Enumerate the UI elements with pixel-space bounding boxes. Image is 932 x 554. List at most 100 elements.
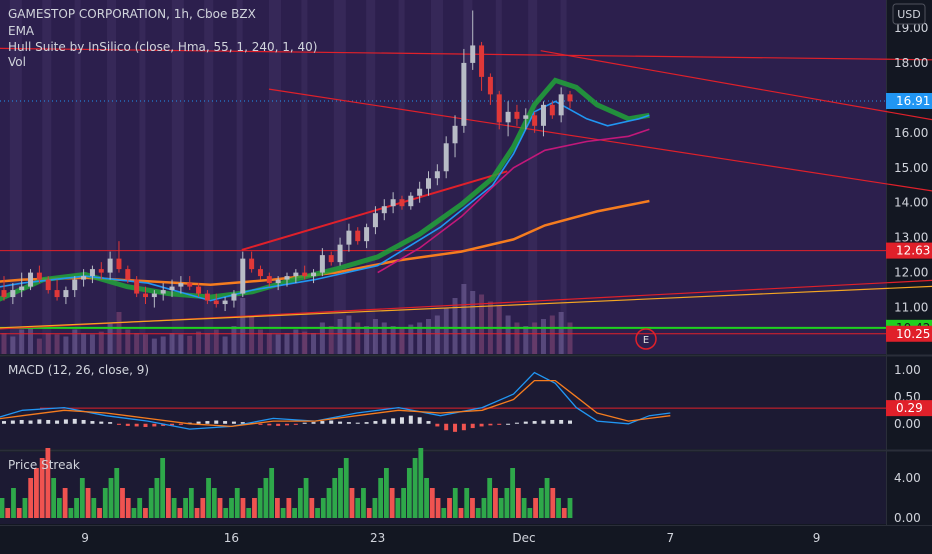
volume-bar <box>505 315 511 354</box>
macd-histogram-bar <box>399 417 404 424</box>
ema-legend[interactable]: EMA <box>8 24 35 38</box>
volume-bar <box>54 334 60 354</box>
candle-body <box>81 276 87 280</box>
streak-bar <box>504 488 510 518</box>
macd-histogram-bar <box>161 423 166 426</box>
macd-histogram-bar <box>453 423 458 432</box>
candle-body <box>514 111 520 119</box>
volume-bar <box>266 333 272 354</box>
streak-bar <box>297 488 303 518</box>
price-tick-label: 11.00 <box>894 301 928 315</box>
macd-plot <box>0 371 886 432</box>
macd-histogram-bar <box>240 422 245 424</box>
volume-bar <box>89 334 95 354</box>
candle-body <box>1 290 7 298</box>
streak-bar <box>0 498 5 518</box>
volume-bar <box>204 333 210 354</box>
streak-bar <box>315 508 320 518</box>
volume-legend[interactable]: Vol <box>8 55 26 69</box>
macd-histogram-bar <box>532 421 537 424</box>
currency-button[interactable]: USD <box>892 3 926 25</box>
streak-bar <box>183 498 188 518</box>
candle-body <box>496 94 502 123</box>
trend-channel-bottom-line[interactable] <box>268 88 932 194</box>
candle-body <box>523 115 529 119</box>
volume-bar <box>540 319 546 354</box>
candle-body <box>72 279 78 291</box>
candle-body <box>337 244 343 263</box>
time-axis[interactable]: 91623Dec7914 <box>81 531 932 545</box>
price-axes[interactable]: 11.0012.0013.0014.0015.0016.0017.0018.00… <box>886 21 932 525</box>
price-level-badge[interactable] <box>886 325 932 342</box>
symbol-title[interactable]: GAMESTOP CORPORATION, 1h, Cboe BZX <box>8 7 256 21</box>
candle-body <box>178 283 184 287</box>
macd-level-badge[interactable] <box>886 400 932 417</box>
trend-channel-top-line[interactable] <box>540 50 932 140</box>
macd-histogram-bar <box>55 420 60 424</box>
support-mid-line[interactable] <box>0 281 932 332</box>
macd-histogram-bar <box>311 422 316 424</box>
price-level-badge[interactable] <box>886 242 932 259</box>
streak-bar <box>257 488 263 518</box>
streak-bar <box>39 458 45 518</box>
macd-histogram-bar <box>346 422 351 424</box>
streak-bar <box>441 508 447 518</box>
streak-bar <box>11 488 16 518</box>
candle-body <box>63 290 69 298</box>
macd-histogram-bar <box>506 423 511 425</box>
streak-tick-label: 0.00 <box>894 511 921 525</box>
streak-bar <box>326 488 332 518</box>
streak-bar <box>274 498 280 518</box>
macd-panel[interactable] <box>0 357 886 449</box>
trend-upper-line[interactable] <box>0 47 932 61</box>
volume-bar <box>222 336 228 354</box>
session-band <box>204 0 214 354</box>
volume-bar <box>284 333 290 354</box>
volume-bar <box>36 338 42 354</box>
streak-bar <box>97 508 102 518</box>
streak-bar <box>45 448 51 518</box>
streak-bar <box>91 498 97 518</box>
volume-bar <box>125 329 131 354</box>
price-level-badge-label: 10.25 <box>896 327 930 341</box>
earnings-marker[interactable]: E <box>635 328 657 350</box>
trend-rising-line[interactable] <box>241 170 508 251</box>
volume-bar <box>19 329 25 354</box>
macd-histogram-bar <box>125 423 130 426</box>
streak-bar <box>188 488 194 518</box>
volume-bar <box>196 331 202 354</box>
price-tick-label: 12.00 <box>894 266 928 280</box>
streak-bar <box>395 498 401 518</box>
volume-bar <box>443 308 449 354</box>
candle-body <box>532 115 538 126</box>
earnings-marker-label: E <box>643 335 649 346</box>
volume-bar <box>319 322 325 354</box>
streak-bar <box>137 498 143 518</box>
streak-bar <box>56 498 62 518</box>
candle-body <box>479 45 485 77</box>
macd-histogram-bar <box>258 423 263 425</box>
price-streak-legend[interactable]: Price Streak <box>8 458 80 472</box>
macd-histogram-bar <box>559 419 564 424</box>
streak-bar <box>160 458 166 518</box>
macd-histogram-bar <box>214 420 219 424</box>
macd-histogram-bar <box>223 421 228 424</box>
price-level-badge[interactable] <box>886 93 932 110</box>
candle-body <box>355 230 361 242</box>
hull-suite-legend[interactable]: Hull Suite by InSilico (close, Hma, 55, … <box>8 40 317 54</box>
trend-lines[interactable] <box>0 47 932 335</box>
streak-bar <box>16 508 22 518</box>
macd-histogram-bar <box>497 423 502 425</box>
price-tick-label: 16.00 <box>894 126 928 140</box>
candle-body <box>222 300 228 305</box>
streak-bar <box>171 498 177 518</box>
macd-tick-label: 0.00 <box>894 417 921 431</box>
streak-bar <box>246 508 252 518</box>
macd-legend[interactable]: MACD (12, 26, close, 9) <box>8 363 149 377</box>
volume-bar <box>10 336 16 354</box>
streak-bar <box>412 458 418 518</box>
volume-bar <box>328 326 334 354</box>
candle-body <box>417 188 423 196</box>
